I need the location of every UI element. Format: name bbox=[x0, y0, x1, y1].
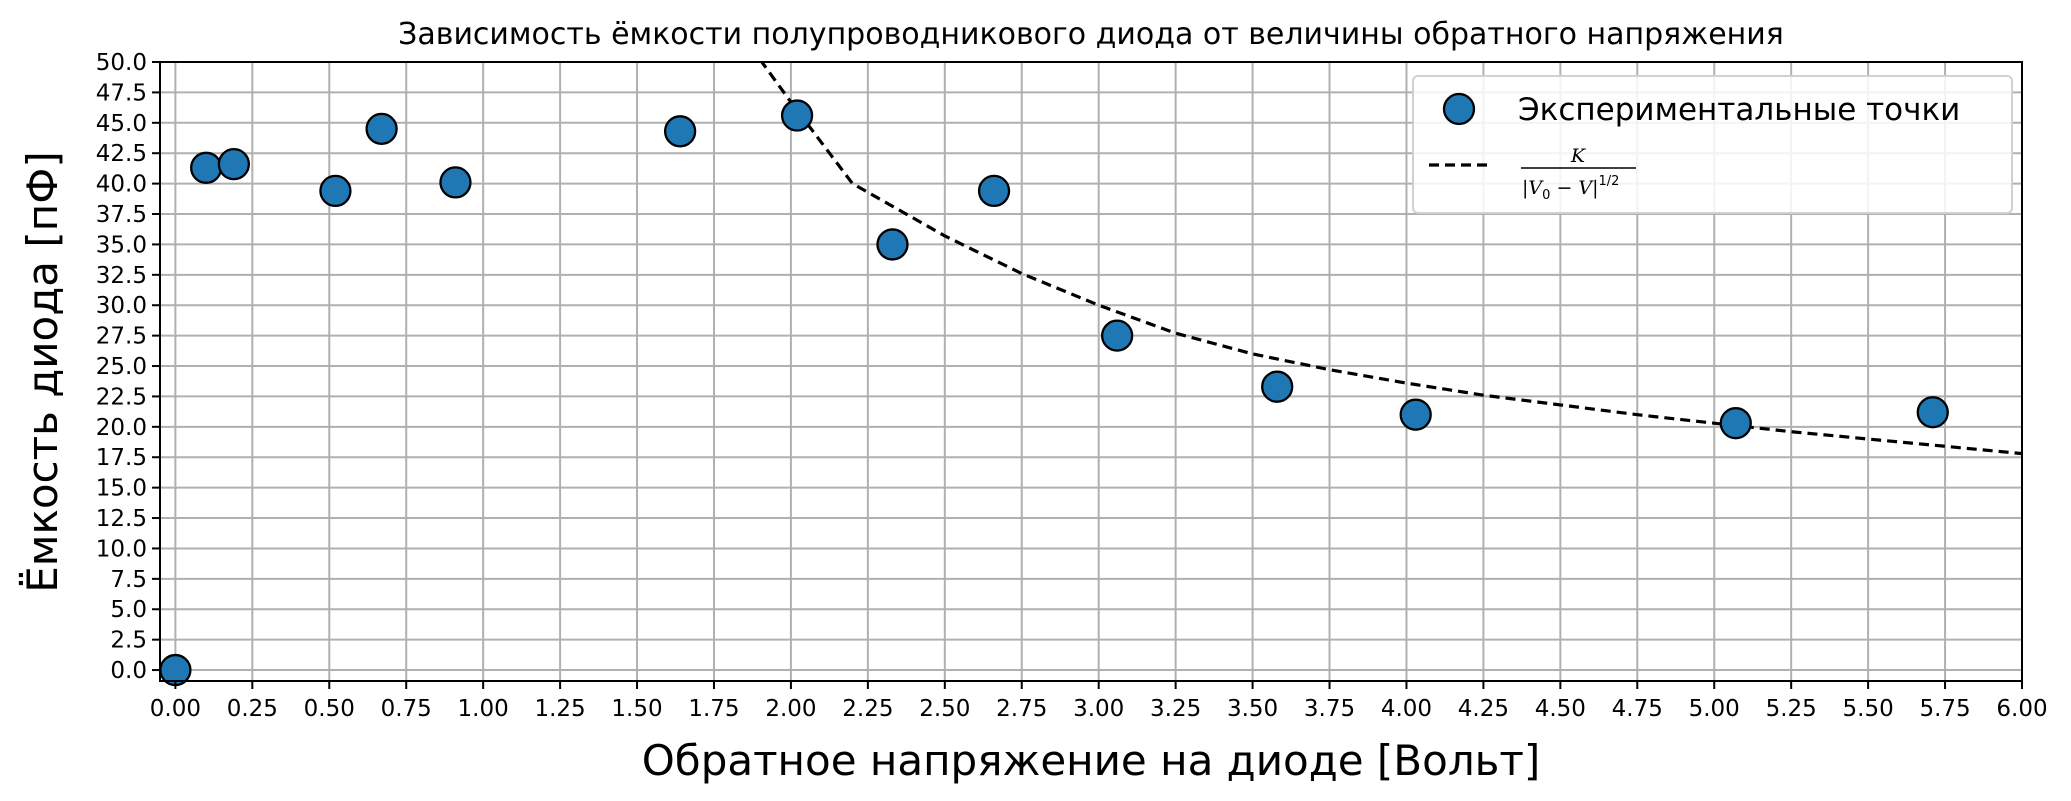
y-axis-label: Ёмкость диода [пФ] bbox=[17, 151, 67, 593]
x-tick-label: 5.75 bbox=[1919, 696, 1970, 722]
x-tick-label: 6.00 bbox=[1996, 696, 2047, 722]
x-tick-label: 3.25 bbox=[1150, 696, 1201, 722]
legend-fit-denominator: |V0 − V|1/2 bbox=[1522, 174, 1619, 203]
y-axis-ticks: 0.0 2.5 5.0 7.5 10.0 12.5 15.0 17.5 20.0 22.5 25.0… bbox=[96, 50, 160, 684]
data-point bbox=[1916, 396, 1949, 429]
y-tick-label: 2.5 bbox=[110, 628, 147, 654]
x-tick-label: 5.50 bbox=[1843, 696, 1894, 722]
x-tick-label: 0.50 bbox=[304, 696, 355, 722]
data-point bbox=[1399, 398, 1432, 431]
data-point bbox=[190, 151, 223, 184]
legend: Экспериментальные точки K |V0 − V|1/2 bbox=[1412, 75, 2013, 214]
legend-box bbox=[1412, 75, 2013, 214]
data-point bbox=[217, 148, 251, 181]
x-tick-label: 2.50 bbox=[919, 696, 970, 722]
chart-title: Зависимость ёмкости полупроводникового д… bbox=[398, 17, 1784, 52]
y-tick-label: 0.0 bbox=[110, 658, 147, 684]
data-point bbox=[319, 174, 352, 208]
x-tick-label: 4.50 bbox=[1535, 696, 1586, 722]
legend-fit-denominator-sub: 0 bbox=[1542, 188, 1550, 203]
data-point bbox=[439, 166, 472, 199]
data-point bbox=[1719, 407, 1752, 440]
scatter-points-layer bbox=[159, 99, 1949, 687]
data-point bbox=[977, 174, 1011, 208]
x-tick-label: 2.75 bbox=[996, 696, 1047, 722]
y-tick-label: 25.0 bbox=[96, 354, 147, 380]
y-tick-label: 40.0 bbox=[96, 172, 147, 198]
data-point bbox=[780, 99, 814, 132]
x-tick-label: 0.00 bbox=[150, 696, 201, 722]
fit-curve bbox=[759, 62, 2022, 456]
x-tick-label: 4.00 bbox=[1381, 696, 1432, 722]
legend-fit-denominator-sup: 1/2 bbox=[1599, 174, 1620, 189]
x-axis-label: Обратное напряжение на диоде [Вольт] bbox=[642, 736, 1541, 785]
data-point bbox=[365, 112, 398, 146]
x-tick-label: 0.25 bbox=[227, 696, 278, 722]
legend-fit-denominator-right: − V| bbox=[1550, 177, 1598, 199]
x-tick-label: 4.75 bbox=[1612, 696, 1663, 722]
y-tick-label: 17.5 bbox=[96, 445, 147, 471]
data-point bbox=[663, 115, 697, 148]
legend-marker-scatter bbox=[1442, 92, 1476, 126]
x-tick-label: 2.25 bbox=[842, 696, 893, 722]
x-tick-label: 3.00 bbox=[1073, 696, 1124, 722]
data-point bbox=[1101, 319, 1134, 352]
y-tick-label: 12.5 bbox=[96, 506, 147, 532]
y-tick-label: 7.5 bbox=[110, 567, 147, 593]
y-tick-label: 5.0 bbox=[110, 597, 147, 623]
y-tick-label: 35.0 bbox=[96, 232, 147, 258]
y-tick-label: 27.5 bbox=[96, 324, 147, 350]
y-tick-label: 45.0 bbox=[96, 111, 147, 137]
x-tick-label: 5.00 bbox=[1689, 696, 1740, 722]
y-tick-label: 15.0 bbox=[96, 476, 147, 502]
x-tick-label: 1.75 bbox=[688, 696, 739, 722]
legend-label-scatter: Экспериментальные точки bbox=[1518, 92, 1960, 128]
x-tick-label: 0.75 bbox=[381, 696, 432, 722]
x-tick-label: 3.50 bbox=[1227, 696, 1278, 722]
x-tick-label: 1.50 bbox=[611, 696, 662, 722]
y-tick-label: 32.5 bbox=[96, 263, 147, 289]
y-tick-label: 22.5 bbox=[96, 384, 147, 410]
y-tick-label: 10.0 bbox=[96, 536, 147, 562]
legend-fit-denominator-left: |V bbox=[1522, 177, 1544, 199]
y-tick-label: 47.5 bbox=[96, 80, 147, 106]
y-tick-label: 37.5 bbox=[96, 202, 147, 228]
plot-frame bbox=[159, 61, 2023, 682]
fit-curve-layer bbox=[759, 62, 2022, 456]
x-tick-label: 5.25 bbox=[1766, 696, 1817, 722]
x-tick-label: 2.00 bbox=[765, 696, 816, 722]
y-tick-label: 50.0 bbox=[96, 50, 147, 76]
x-tick-label: 1.00 bbox=[458, 696, 509, 722]
data-point bbox=[1261, 370, 1294, 403]
y-tick-label: 20.0 bbox=[96, 415, 147, 441]
y-tick-label: 30.0 bbox=[96, 293, 147, 319]
legend-fit-numerator: K bbox=[1570, 145, 1587, 167]
y-tick-label: 42.5 bbox=[96, 141, 147, 167]
x-tick-label: 1.25 bbox=[534, 696, 585, 722]
x-tick-label: 3.75 bbox=[1304, 696, 1355, 722]
x-tick-label: 4.25 bbox=[1458, 696, 1509, 722]
x-axis-ticks: 0.00 0.25 0.50 0.75 1.00 1.25 1.50 1.75 2.00 2.25… bbox=[150, 681, 2048, 722]
data-point bbox=[876, 228, 909, 261]
